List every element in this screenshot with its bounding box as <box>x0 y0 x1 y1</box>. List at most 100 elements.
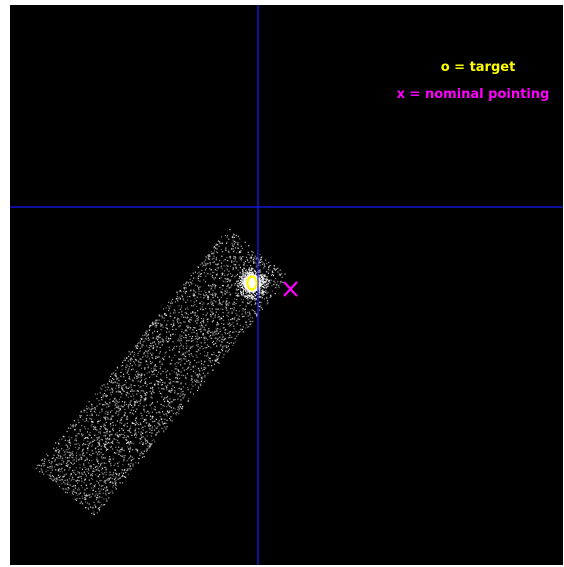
event <box>178 410 179 411</box>
event <box>51 463 52 464</box>
event <box>48 470 49 471</box>
event <box>137 402 138 403</box>
event <box>198 287 199 288</box>
event <box>128 458 129 459</box>
event <box>104 428 105 429</box>
event <box>97 423 98 424</box>
event <box>205 347 206 348</box>
event <box>262 279 263 280</box>
event <box>53 455 54 456</box>
event <box>234 317 235 318</box>
event <box>119 401 120 402</box>
event <box>199 325 200 326</box>
event <box>130 404 131 405</box>
event <box>162 324 163 325</box>
event <box>70 443 71 444</box>
event <box>230 273 231 274</box>
event <box>130 441 131 442</box>
event <box>114 408 115 409</box>
event <box>208 254 209 255</box>
event <box>177 296 178 297</box>
event <box>223 327 224 328</box>
event <box>221 292 222 293</box>
event <box>183 346 184 347</box>
event <box>219 355 220 356</box>
event <box>250 265 251 266</box>
event <box>198 336 199 337</box>
event <box>223 339 224 340</box>
event <box>164 313 165 314</box>
event <box>174 371 175 372</box>
event <box>157 432 158 433</box>
event <box>171 301 172 302</box>
event <box>114 438 115 439</box>
event <box>253 252 254 253</box>
event <box>110 492 111 493</box>
event <box>233 256 234 257</box>
event <box>172 334 173 335</box>
event <box>213 354 214 355</box>
event <box>188 282 189 283</box>
event <box>166 397 167 398</box>
event <box>145 419 146 420</box>
event <box>199 370 200 371</box>
event <box>199 281 200 282</box>
event <box>133 395 134 396</box>
event <box>141 452 142 453</box>
event <box>72 479 73 480</box>
event <box>124 412 125 413</box>
event <box>208 360 209 361</box>
event <box>116 473 117 474</box>
event <box>171 407 172 408</box>
event <box>51 466 52 467</box>
event <box>156 419 157 420</box>
event <box>135 374 136 375</box>
event <box>212 272 213 273</box>
event <box>181 295 182 296</box>
event <box>172 349 173 350</box>
event <box>239 238 240 239</box>
event <box>197 273 198 274</box>
event <box>143 443 144 444</box>
event <box>90 411 91 412</box>
event <box>241 294 242 295</box>
event <box>112 441 113 442</box>
event <box>222 346 223 347</box>
event <box>138 424 139 425</box>
event <box>188 400 189 401</box>
event <box>210 302 211 303</box>
event <box>103 489 104 490</box>
event <box>80 476 81 477</box>
event <box>265 260 266 261</box>
event <box>80 503 81 504</box>
event <box>196 382 197 383</box>
event <box>111 446 112 447</box>
event <box>246 325 247 326</box>
event <box>115 480 116 481</box>
event <box>105 413 106 414</box>
event <box>58 443 59 444</box>
event <box>159 320 160 321</box>
event <box>138 458 139 459</box>
event <box>38 465 39 466</box>
event <box>184 363 185 364</box>
event <box>37 467 38 468</box>
event <box>238 245 239 246</box>
event <box>189 329 190 330</box>
event <box>242 269 243 270</box>
event <box>59 439 60 440</box>
event <box>147 351 148 352</box>
event <box>125 367 126 368</box>
event <box>236 281 237 282</box>
event <box>79 480 80 481</box>
event <box>69 440 70 441</box>
event <box>261 290 262 291</box>
event <box>210 314 211 315</box>
event <box>256 272 257 273</box>
event <box>267 302 268 303</box>
event <box>101 472 102 473</box>
event <box>101 469 102 470</box>
event <box>231 248 232 249</box>
event <box>95 429 96 430</box>
event <box>155 358 156 359</box>
